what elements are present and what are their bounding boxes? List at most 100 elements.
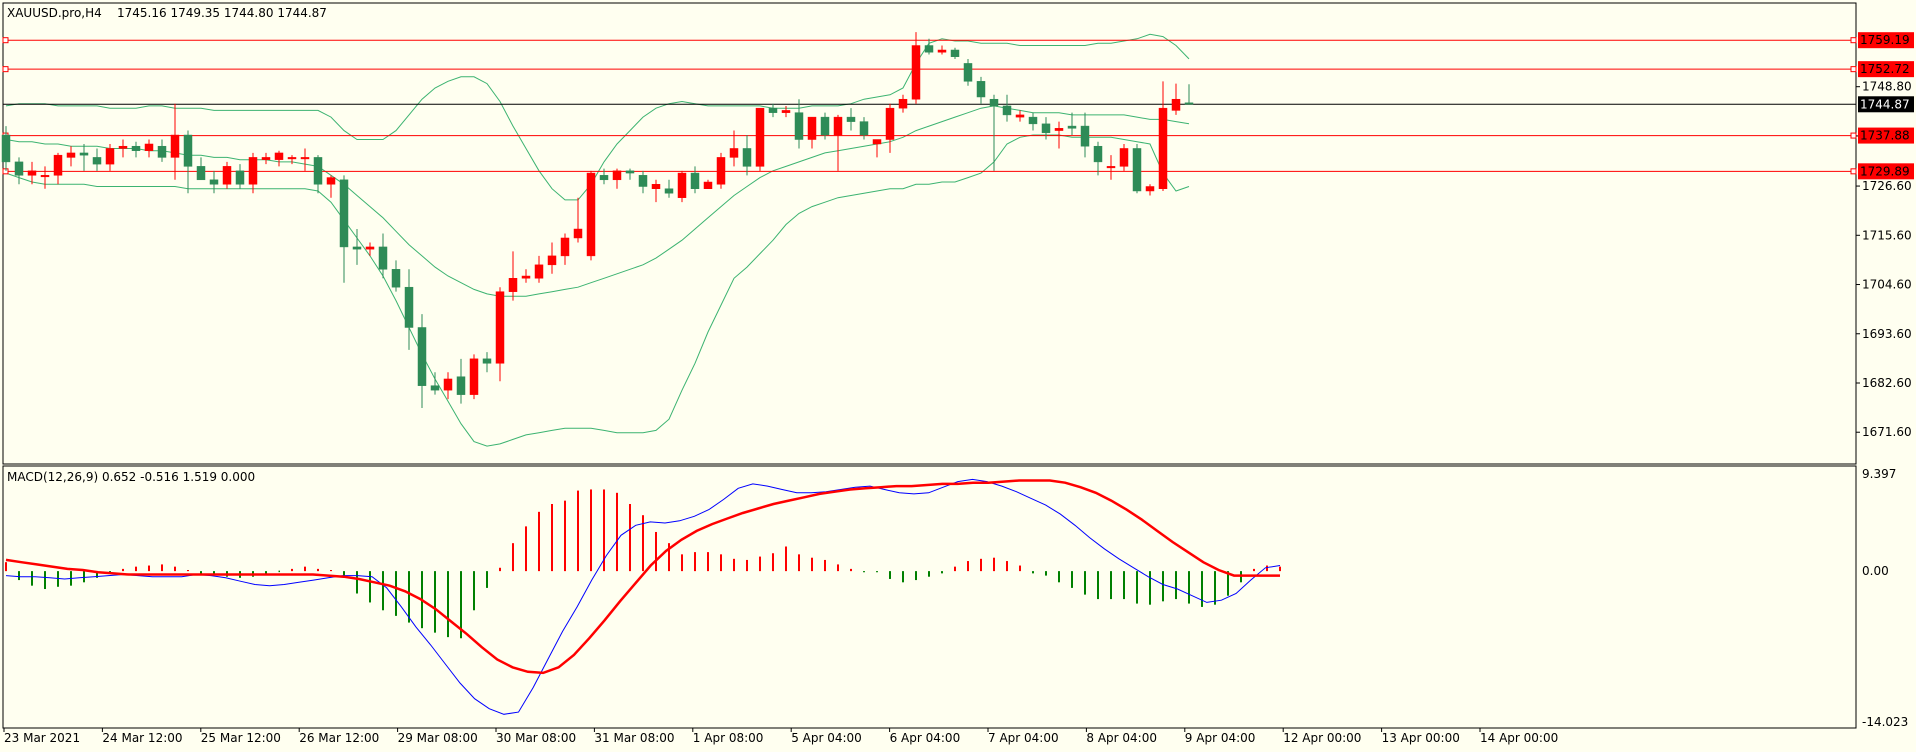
price-tick-label: 1671.60 (1862, 425, 1912, 439)
candle (1054, 121, 1064, 149)
level-handle-left-1[interactable] (2, 66, 9, 73)
candle (53, 152, 63, 185)
macd-pane-frame (2, 465, 1857, 729)
candle-body (1132, 148, 1142, 192)
candle-body (27, 170, 37, 176)
candle-body (859, 121, 869, 136)
candle-body (989, 98, 999, 107)
level-handle-right-2[interactable] (1850, 132, 1857, 139)
candle (898, 94, 908, 113)
candle (131, 141, 141, 158)
candle (950, 47, 960, 59)
candle-body (612, 170, 622, 181)
candle-body (1106, 166, 1116, 169)
candle (560, 233, 570, 265)
price-pane[interactable]: XAUUSD.pro,H4 1745.16 1749.35 1744.80 17… (1, 2, 1857, 465)
candle (1106, 155, 1116, 180)
time-tick-label: 13 Apr 00:00 (1382, 731, 1460, 745)
candle (196, 157, 206, 181)
time-tick-label: 26 Mar 12:00 (299, 731, 379, 745)
time-tick-label: 9 Apr 04:00 (1185, 731, 1256, 745)
candle-body (937, 49, 947, 53)
level-price-tag (1858, 163, 1914, 180)
candle (300, 148, 310, 171)
price-tick-label: 1715.60 (1862, 228, 1912, 242)
candle-body (729, 148, 739, 158)
time-tick-label: 30 Mar 08:00 (496, 731, 576, 745)
candle-body (885, 107, 895, 140)
candle-body (560, 237, 570, 257)
macd-axis[interactable]: 9.397 0.00 -14.023 (1862, 467, 1908, 729)
candle-body (1, 134, 11, 163)
candle-body (157, 145, 167, 158)
time-axis[interactable]: 23 Mar 2021 24 Mar 12:00 25 Mar 12:00 26 Ma… (3, 728, 1558, 745)
candle (417, 314, 427, 409)
candle-body (144, 143, 154, 151)
candle (1002, 94, 1012, 122)
candle-body (794, 112, 804, 140)
candle (66, 146, 76, 167)
bollinger-bands (5, 33, 1190, 447)
candle (79, 143, 89, 171)
candle (716, 152, 726, 189)
candle-body (469, 358, 479, 395)
candle-body (638, 175, 648, 187)
price-tick-label: 1682.60 (1862, 376, 1912, 390)
candle (638, 170, 648, 194)
level-price-tag (1858, 32, 1914, 49)
level-handle-right-0[interactable] (1850, 37, 1857, 44)
time-tick-label: 31 Mar 08:00 (594, 731, 674, 745)
price-axis[interactable]: 1748.801737.801726.601715.601704.601693.… (1856, 32, 1914, 439)
candle-body (807, 116, 817, 140)
signal-line (5, 479, 1280, 675)
candle-body (833, 116, 843, 136)
candle (274, 150, 284, 167)
candle (690, 166, 700, 194)
time-tick-label: 25 Mar 12:00 (201, 731, 281, 745)
candlestick-series (1, 32, 1194, 409)
candle-body (66, 152, 76, 158)
candle (105, 143, 115, 171)
candle-body (950, 49, 960, 57)
candle (729, 130, 739, 167)
candle (833, 114, 843, 171)
candle-body (716, 157, 726, 185)
candle (1028, 112, 1038, 131)
macd-pane[interactable]: MACD(12,26,9) 0.652 -0.516 1.519 0.000 (2, 465, 1857, 729)
level-handle-right-3[interactable] (1850, 168, 1857, 175)
candle-body (911, 45, 921, 100)
time-tick-label: 5 Apr 04:00 (791, 731, 862, 745)
candle (209, 170, 219, 194)
candle-body (586, 172, 596, 257)
candle-body (573, 228, 583, 239)
candle-body (274, 152, 284, 160)
candle-body (1015, 114, 1025, 118)
level-handle-left-0[interactable] (2, 37, 9, 44)
candle (1184, 84, 1194, 105)
candle (1, 126, 11, 171)
candle (885, 103, 895, 153)
candle-body (768, 107, 778, 113)
time-tick-label: 23 Mar 2021 (4, 731, 80, 745)
candle (924, 38, 934, 55)
candle (27, 161, 37, 185)
candle-body (53, 154, 63, 176)
candle-body (118, 145, 128, 149)
candle (1080, 112, 1090, 158)
candle-body (820, 116, 830, 136)
candle-body (625, 170, 635, 174)
candle-body (417, 327, 427, 386)
candle (872, 139, 882, 158)
candle-body (183, 134, 193, 167)
candle-body (1041, 123, 1051, 134)
candle-body (287, 157, 297, 160)
candle-body (105, 148, 115, 165)
candle-body (313, 157, 323, 185)
candle (859, 117, 869, 140)
candle (1145, 184, 1155, 196)
level-handle-right-1[interactable] (1850, 66, 1857, 73)
candle (92, 148, 102, 171)
